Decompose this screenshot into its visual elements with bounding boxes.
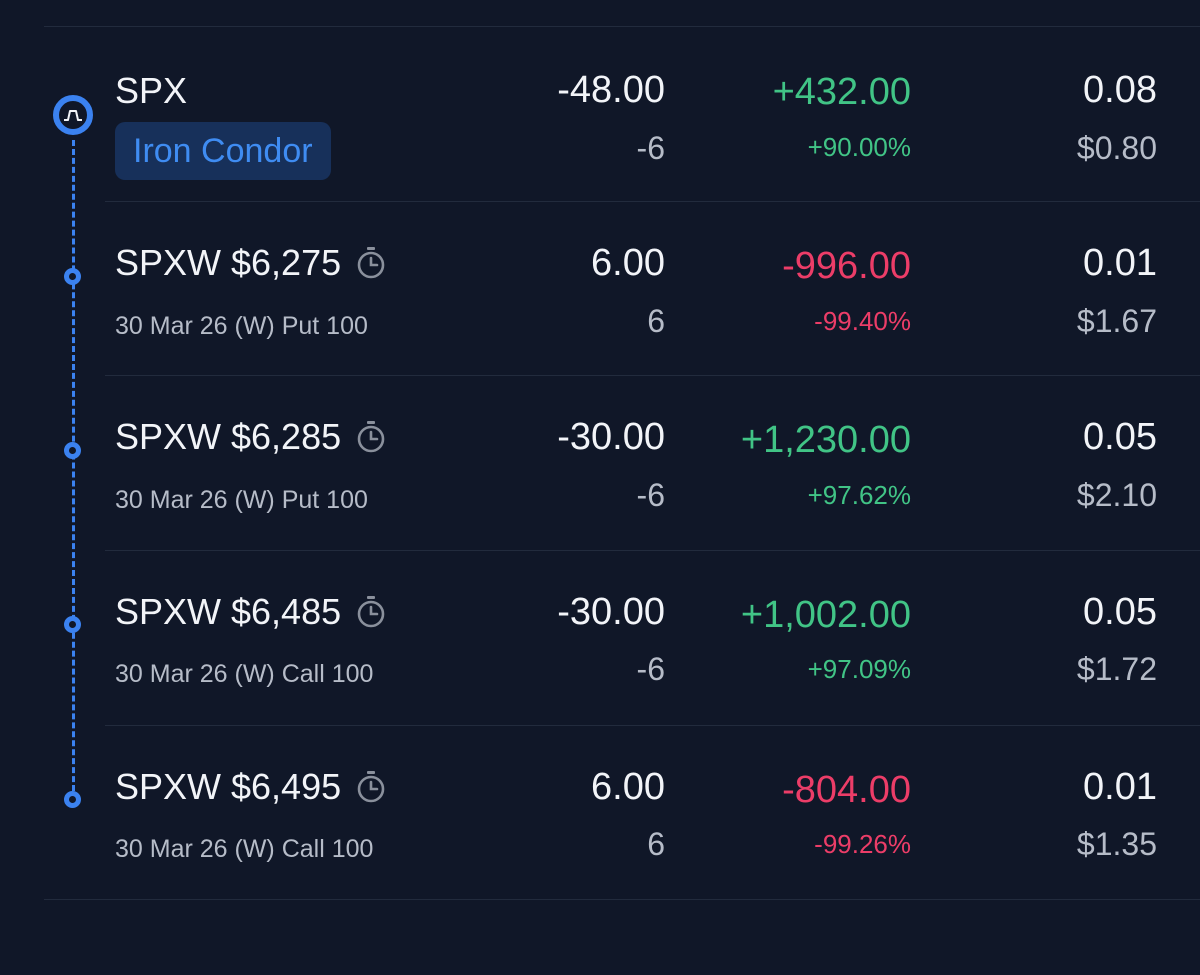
contracts: 6 bbox=[647, 826, 665, 862]
leg-symbol-text: SPXW $6,485 bbox=[115, 591, 342, 632]
leg-detail: 30 Mar 26 (W) Call 100 bbox=[115, 660, 374, 688]
price: 0.08 bbox=[1083, 69, 1157, 111]
market-value: $2.10 bbox=[1076, 477, 1157, 513]
row-divider bbox=[105, 201, 1200, 202]
contracts: -6 bbox=[636, 130, 665, 166]
row-divider bbox=[105, 375, 1200, 376]
quantity: -30.00 bbox=[557, 591, 665, 633]
leg-symbol: SPXW $6,285 bbox=[115, 416, 387, 458]
row-divider bbox=[105, 725, 1200, 726]
timer-icon bbox=[357, 247, 385, 279]
leg-symbol: SPXW $6,275 bbox=[115, 242, 387, 284]
contracts: 6 bbox=[647, 303, 665, 339]
strategy-badge[interactable]: Iron Condor bbox=[115, 122, 331, 180]
market-value: $0.80 bbox=[1076, 130, 1157, 166]
top-divider bbox=[44, 26, 1200, 27]
profit-loss: +1,230.00 bbox=[740, 419, 911, 461]
profit-loss-percent: +97.62% bbox=[807, 480, 911, 510]
profit-loss-percent: -99.40% bbox=[814, 306, 911, 336]
contracts: -6 bbox=[636, 651, 665, 687]
leg-symbol: SPXW $6,485 bbox=[115, 591, 387, 633]
leg-detail: 30 Mar 26 (W) Put 100 bbox=[115, 312, 368, 340]
contracts: -6 bbox=[636, 477, 665, 513]
leg-node bbox=[64, 616, 81, 633]
leg-symbol-text: SPXW $6,285 bbox=[115, 416, 342, 457]
leg-symbol-text: SPXW $6,495 bbox=[115, 766, 342, 807]
leg-row[interactable]: SPXW $6,285 30 Mar 26 (W) Put 100 -30.00… bbox=[0, 376, 1200, 550]
market-value: $1.35 bbox=[1076, 826, 1157, 862]
quantity: -48.00 bbox=[557, 69, 665, 111]
timer-icon bbox=[357, 771, 385, 803]
leg-row[interactable]: SPXW $6,485 30 Mar 26 (W) Call 100 -30.0… bbox=[0, 551, 1200, 725]
market-value: $1.72 bbox=[1076, 651, 1157, 687]
leg-node bbox=[64, 442, 81, 459]
row-divider bbox=[105, 550, 1200, 551]
leg-row[interactable]: SPXW $6,275 30 Mar 26 (W) Put 100 6.00 6… bbox=[0, 202, 1200, 376]
timeline-connector bbox=[72, 140, 75, 800]
bottom-divider bbox=[44, 899, 1200, 900]
profit-loss-percent: +97.09% bbox=[807, 654, 911, 684]
profit-loss: -804.00 bbox=[782, 769, 911, 811]
quantity: 6.00 bbox=[591, 242, 665, 284]
price: 0.01 bbox=[1083, 766, 1157, 808]
strategy-symbol: SPX bbox=[115, 70, 188, 111]
leg-detail: 30 Mar 26 (W) Call 100 bbox=[115, 835, 374, 863]
profit-loss-percent: +90.00% bbox=[807, 132, 911, 162]
leg-node bbox=[64, 791, 81, 808]
timer-icon bbox=[357, 421, 385, 453]
iron-condor-icon bbox=[53, 95, 93, 135]
quantity: -30.00 bbox=[557, 416, 665, 458]
timer-icon bbox=[357, 596, 385, 628]
quantity: 6.00 bbox=[591, 766, 665, 808]
price: 0.01 bbox=[1083, 242, 1157, 284]
leg-node bbox=[64, 268, 81, 285]
leg-row[interactable]: SPXW $6,495 30 Mar 26 (W) Call 100 6.00 … bbox=[0, 726, 1200, 900]
profit-loss-percent: -99.26% bbox=[814, 829, 911, 859]
leg-symbol-text: SPXW $6,275 bbox=[115, 242, 342, 283]
price: 0.05 bbox=[1083, 591, 1157, 633]
profit-loss: +1,002.00 bbox=[740, 594, 911, 636]
leg-symbol: SPXW $6,495 bbox=[115, 766, 387, 808]
profit-loss: -996.00 bbox=[782, 245, 911, 287]
leg-detail: 30 Mar 26 (W) Put 100 bbox=[115, 486, 368, 514]
market-value: $1.67 bbox=[1076, 303, 1157, 339]
price: 0.05 bbox=[1083, 416, 1157, 458]
profit-loss: +432.00 bbox=[772, 71, 911, 113]
strategy-row[interactable]: SPX Iron Condor -48.00 -6 +432.00 +90.00… bbox=[0, 27, 1200, 201]
